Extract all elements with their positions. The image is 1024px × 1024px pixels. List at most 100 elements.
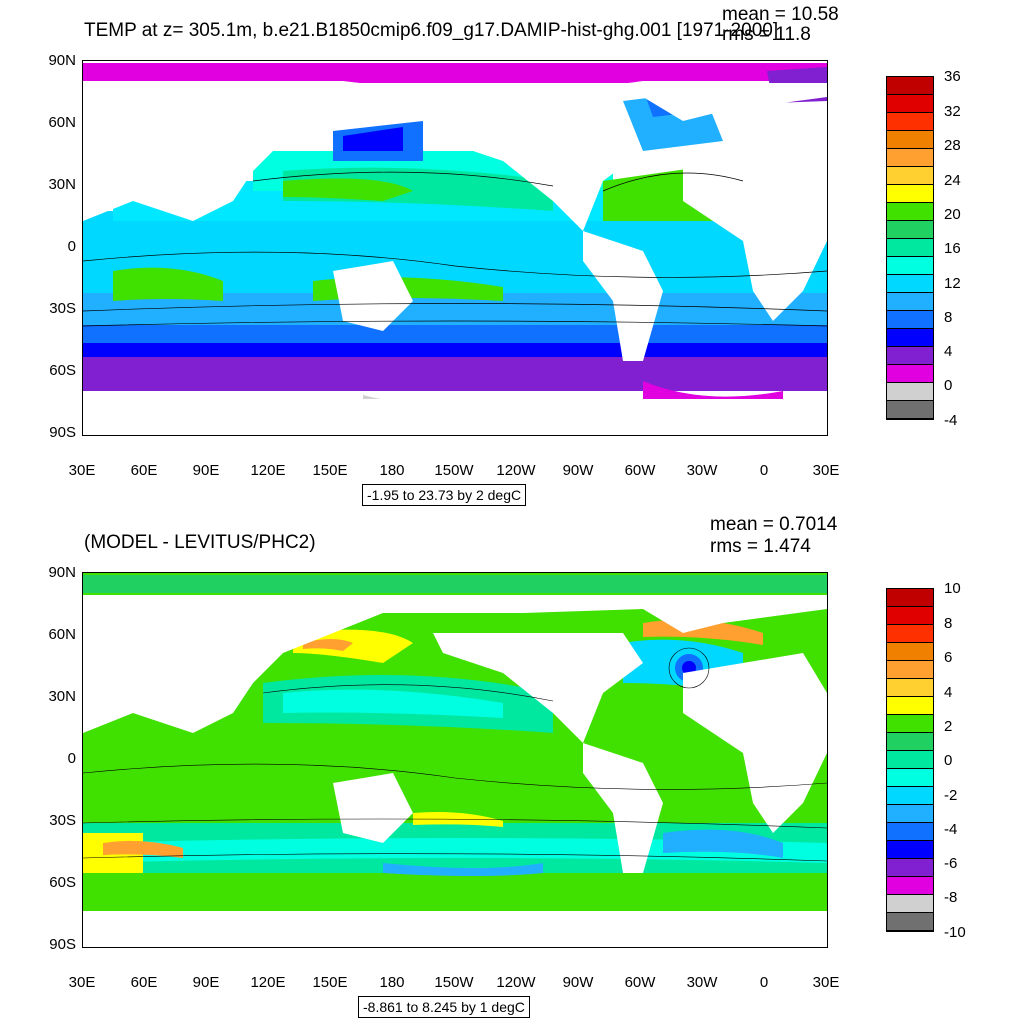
colorbar-swatch — [887, 913, 933, 931]
lon-label: 120W — [496, 974, 536, 991]
colorbar-label: 10 — [944, 580, 961, 597]
kuroshio-anomaly — [303, 639, 353, 651]
colorbar-swatch — [887, 841, 933, 859]
colorbar-swatch — [887, 589, 933, 607]
south-america — [583, 231, 663, 361]
lon-label: 150W — [434, 974, 474, 991]
north-pacific-warm — [283, 167, 553, 211]
colorbar-label: -2 — [944, 787, 958, 804]
colorbar-swatch — [887, 113, 933, 131]
lon-label: 150E — [312, 462, 348, 479]
colorbar-swatch — [887, 877, 933, 895]
colorbar-swatch — [887, 643, 933, 661]
lat-label: 0 — [67, 750, 76, 767]
map-field — [83, 63, 827, 435]
colorbar-swatch — [887, 77, 933, 95]
colorbar-swatch — [887, 221, 933, 239]
colorbar-swatch — [887, 733, 933, 751]
colorbar-label: 36 — [944, 68, 961, 85]
colorbar-label: 24 — [944, 172, 961, 189]
lon-label: 30E — [812, 974, 840, 991]
colorbar-swatch — [887, 149, 933, 167]
contour-range-label: -1.95 to 23.73 by 2 degC — [362, 484, 527, 506]
antarctica — [83, 399, 827, 435]
colorbar-label: 12 — [944, 275, 961, 292]
lon-label: 150W — [434, 462, 474, 479]
colorbar-swatch — [887, 347, 933, 365]
contour-line — [83, 320, 827, 327]
colorbar-swatch — [887, 203, 933, 221]
agulhas-anomaly — [103, 840, 183, 858]
africa — [683, 141, 827, 321]
difference-panel: (MODEL - LEVITUS/PHC2) mean = 0.7014 rms… — [0, 512, 1024, 1024]
colorbar-label: 8 — [944, 309, 953, 326]
panel-title: (MODEL - LEVITUS/PHC2) — [84, 532, 316, 553]
lat-label: 30S — [49, 300, 76, 317]
contour-line — [83, 818, 827, 829]
lon-label: 90W — [562, 974, 594, 991]
lat-label: 60S — [49, 874, 76, 891]
lat-label: 90N — [48, 564, 76, 581]
colorbar-label: -4 — [944, 821, 958, 838]
lat-label: 0 — [67, 238, 76, 255]
lon-label: 90E — [192, 974, 220, 991]
lon-label: 90E — [192, 462, 220, 479]
lat-label: 90N — [48, 52, 76, 69]
colorbar-label: 28 — [944, 137, 961, 154]
contour-line — [252, 171, 554, 187]
kuroshio-warm-core — [283, 178, 413, 201]
mean-stat: mean = 10.58 — [722, 4, 839, 25]
bering-cold — [343, 127, 403, 151]
north-america — [433, 633, 643, 743]
lon-label: 90W — [562, 462, 594, 479]
arctic-ocean — [83, 63, 827, 91]
colorbar-swatch — [887, 293, 933, 311]
contour-line — [602, 172, 744, 192]
indian-ocean-warm-core — [113, 267, 223, 301]
colorbar-label: 16 — [944, 240, 961, 257]
colorbar-swatch — [887, 95, 933, 113]
north-pacific-cool — [283, 689, 503, 718]
lat-label: 30S — [49, 812, 76, 829]
circumpolar-current-band — [83, 341, 827, 357]
colorbar-label: 0 — [944, 377, 953, 394]
lat-label: 30N — [48, 688, 76, 705]
contour-line — [668, 647, 710, 689]
colorbar-swatch — [887, 607, 933, 625]
lon-label: 60W — [624, 462, 656, 479]
lat-label: 60S — [49, 362, 76, 379]
antarctica — [83, 911, 827, 947]
colorbar-swatch — [887, 697, 933, 715]
colorbar-swatch — [887, 185, 933, 203]
difference-map — [82, 572, 828, 948]
colorbar-label: 32 — [944, 103, 961, 120]
lat-label: 60N — [48, 626, 76, 643]
lon-label: 60E — [130, 974, 158, 991]
colorbar-label: -8 — [944, 889, 958, 906]
colorbar-label: 20 — [944, 206, 961, 223]
lon-label: 30E — [68, 974, 96, 991]
colorbar-label: 4 — [944, 684, 953, 701]
colorbar-label: -4 — [944, 412, 958, 429]
colorbar-swatch — [887, 131, 933, 149]
colorbar-label: 0 — [944, 752, 953, 769]
colorbar-swatch — [887, 751, 933, 769]
lat-label: 90S — [49, 936, 76, 953]
colorbar-swatch — [887, 625, 933, 643]
contour-line — [83, 251, 827, 278]
colorbar-swatch — [887, 275, 933, 293]
colorbar-swatch — [887, 239, 933, 257]
map-field — [83, 573, 827, 947]
lon-label: 0 — [759, 974, 769, 991]
contour-line — [83, 853, 827, 862]
colorbar-swatch — [887, 329, 933, 347]
eurasia-north-america-landmass — [83, 595, 827, 733]
rms-stat: rms = 11.8 — [722, 24, 811, 45]
colorbar-swatch — [887, 859, 933, 877]
south-atlantic-cool-anomaly — [663, 829, 783, 858]
mean-stat: mean = 0.7014 — [710, 514, 838, 535]
contour-range-label: -8.861 to 8.245 by 1 degC — [358, 996, 530, 1018]
lon-label: 30E — [812, 462, 840, 479]
rms-stat: rms = 1.474 — [710, 536, 811, 557]
south-america — [583, 743, 663, 873]
